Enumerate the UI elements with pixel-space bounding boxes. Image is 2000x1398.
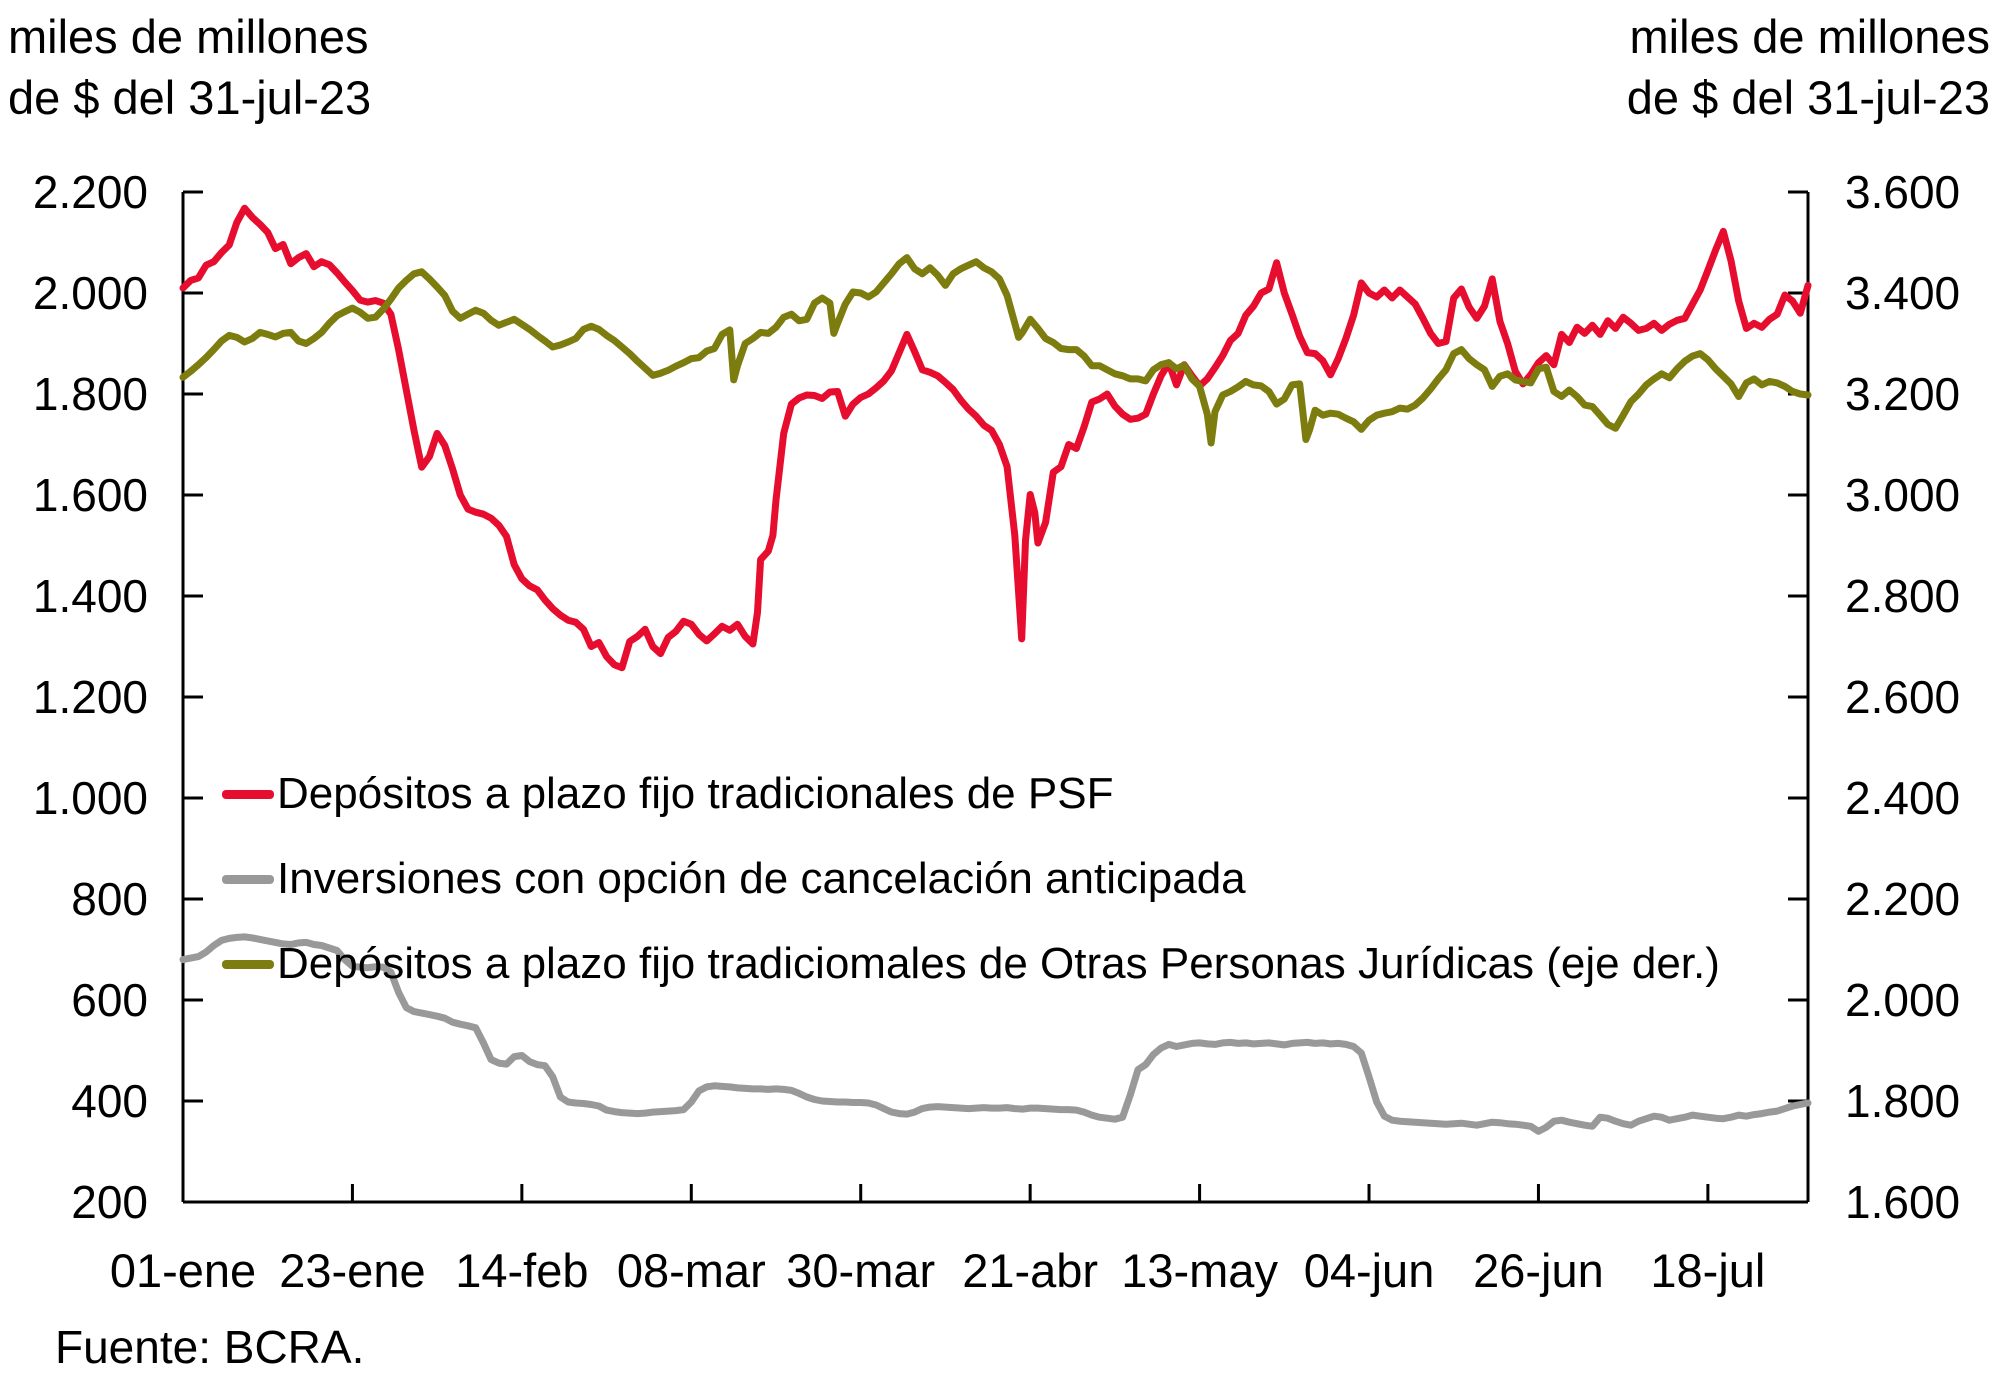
- left-axis-unit-line2: de $ del 31-jul-23: [8, 71, 372, 124]
- right-axis-tick-label: 2.400: [1845, 772, 1960, 824]
- right-axis-unit-label: miles de millones de $ del 31-jul-23: [1627, 6, 1990, 128]
- x-axis-tick-label: 14-feb: [455, 1244, 588, 1297]
- left-axis-tick-label: 1.000: [33, 772, 148, 824]
- x-axis-tick-label: 01-ene: [110, 1244, 256, 1297]
- right-axis-tick-label: 3.000: [1845, 469, 1960, 521]
- source-note: Fuente: BCRA.: [55, 1321, 365, 1373]
- right-axis-tick-label: 2.200: [1845, 873, 1960, 925]
- right-axis-tick-label: 3.600: [1845, 166, 1960, 218]
- right-axis-tick-label: 1.600: [1845, 1176, 1960, 1228]
- left-axis-unit-label: miles de millones de $ del 31-jul-23: [8, 6, 371, 128]
- legend-swatch-red-line: [222, 789, 274, 799]
- series-line-0: [179, 204, 1812, 672]
- legend-item-psf: Depósitos a plazo fijo tradicionales de …: [222, 768, 1720, 820]
- legend-item-otras-pj: Depósitos a plazo fijo tradiciomales de …: [222, 938, 1720, 990]
- x-axis-tick-label: 23-ene: [279, 1244, 425, 1297]
- x-axis-tick-label: 08-mar: [617, 1244, 766, 1297]
- legend-swatch-gray-line: [222, 874, 274, 884]
- x-axis-tick-label: 18-jul: [1650, 1244, 1765, 1297]
- x-axis-tick-label: 04-jun: [1304, 1244, 1435, 1297]
- left-axis-tick-label: 800: [71, 873, 148, 925]
- right-axis-tick-label: 2.600: [1845, 671, 1960, 723]
- right-axis-tick-label: 2.000: [1845, 974, 1960, 1026]
- left-axis-tick-label: 2.000: [33, 267, 148, 319]
- legend-swatch-olive-line: [222, 959, 274, 969]
- right-axis-tick-label: 3.400: [1845, 267, 1960, 319]
- series-line-1: [179, 933, 1812, 1135]
- left-axis-tick-label: 1.800: [33, 368, 148, 420]
- x-axis-tick-label: 30-mar: [786, 1244, 935, 1297]
- left-axis-tick-label: 600: [71, 974, 148, 1026]
- legend-item-inversiones: Inversiones con opción de cancelación an…: [222, 853, 1720, 905]
- left-axis-tick-label: 1.200: [33, 671, 148, 723]
- x-axis-tick-label: 13-may: [1121, 1244, 1278, 1297]
- left-axis-tick-label: 400: [71, 1075, 148, 1127]
- legend-label-otras-pj: Depósitos a plazo fijo tradiciomales de …: [277, 939, 1720, 988]
- left-axis-tick-label: 200: [71, 1176, 148, 1228]
- left-axis-unit-line1: miles de millones: [8, 10, 369, 63]
- left-axis-tick-label: 1.400: [33, 570, 148, 622]
- chart-legend: Depósitos a plazo fijo tradicionales de …: [222, 768, 1720, 1023]
- x-axis-tick-label: 21-abr: [962, 1244, 1098, 1297]
- legend-label-psf: Depósitos a plazo fijo tradicionales de …: [277, 769, 1114, 818]
- left-axis-tick-label: 2.200: [33, 166, 148, 218]
- series-line-2: [179, 254, 1812, 447]
- right-axis-unit-line2: de $ del 31-jul-23: [1626, 71, 1990, 124]
- right-axis-tick-label: 3.200: [1845, 368, 1960, 420]
- legend-label-inversiones: Inversiones con opción de cancelación an…: [277, 854, 1246, 903]
- x-axis-tick-label: 26-jun: [1473, 1244, 1604, 1297]
- right-axis-tick-label: 1.800: [1845, 1075, 1960, 1127]
- right-axis-unit-line1: miles de millones: [1629, 10, 1990, 63]
- left-axis-tick-label: 1.600: [33, 469, 148, 521]
- right-axis-tick-label: 2.800: [1845, 570, 1960, 622]
